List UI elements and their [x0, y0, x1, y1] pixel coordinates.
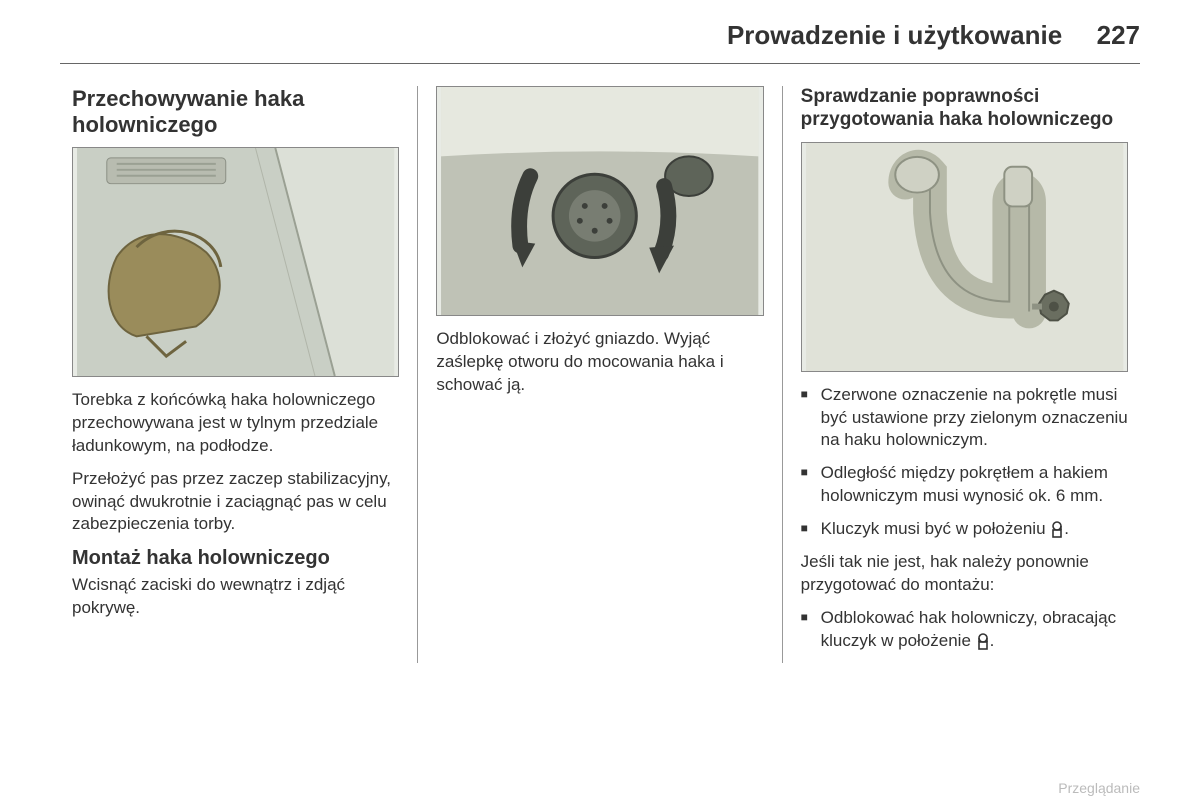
col2-figure	[436, 86, 763, 316]
towbar-check-illustration	[802, 143, 1127, 371]
column-2: Odblokować i złożyć gniazdo. Wyjąć zaśle…	[418, 86, 781, 663]
col3-heading: Sprawdzanie poprawności przygotowania ha…	[801, 86, 1128, 132]
col3-bullet-3: Kluczyk musi być w położeniu .	[801, 518, 1128, 541]
col1-para1: Torebka z końcówką haka holowniczego prz…	[72, 389, 399, 458]
col3-bullet-list-2: Odblokować hak holowniczy, obracając klu…	[801, 607, 1128, 653]
col3-figure	[801, 142, 1128, 372]
col1-para2: Przełożyć pas przez zaczep stabilizacyjn…	[72, 468, 399, 537]
col3-para-after: Jeśli tak nie jest, hak należy ponownie …	[801, 551, 1128, 597]
col1-subheading: Montaż haka holowniczego	[72, 546, 399, 570]
unlock-socket-illustration	[437, 87, 762, 315]
page-header: Prowadzenie i użytkowanie 227	[60, 20, 1140, 64]
col3-bullet-2: Odległość między pokrętłem a hakiem holo…	[801, 462, 1128, 508]
key-unlocked-icon	[1050, 521, 1064, 539]
col3-bullet-1: Czerwone oznaczenie na pokrętle musi być…	[801, 384, 1128, 453]
page: Prowadzenie i użytkowanie 227 Przechowyw…	[0, 0, 1200, 683]
col2-para1: Odblokować i złożyć gniazdo. Wyjąć zaśle…	[436, 328, 763, 397]
footer-label: Przeglądanie	[1058, 780, 1140, 796]
header-title: Prowadzenie i użytkowanie	[727, 20, 1062, 50]
col1-heading: Przechowywanie haka holowniczego	[72, 86, 399, 139]
col3-bullet2-1-text: Odblokować hak holowniczy, obracając klu…	[821, 608, 1116, 650]
col3-bullet-3-text: Kluczyk musi być w położeniu	[821, 519, 1051, 538]
page-number: 227	[1097, 20, 1140, 50]
col3-bullet2-1: Odblokować hak holowniczy, obracając klu…	[801, 607, 1128, 653]
col1-figure	[72, 147, 399, 377]
col3-bullet-3-suffix: .	[1064, 519, 1069, 538]
content-columns: Przechowywanie haka holowniczego Torebk	[60, 86, 1140, 663]
key-locked-icon	[976, 633, 990, 651]
col1-para3: Wcisnąć zaciski do wewnątrz i zdjąć pokr…	[72, 574, 399, 620]
column-1: Przechowywanie haka holowniczego Torebk	[60, 86, 417, 663]
storage-bag-illustration	[73, 148, 398, 376]
col3-bullet2-1-suffix: .	[990, 631, 995, 650]
column-3: Sprawdzanie poprawności przygotowania ha…	[783, 86, 1140, 663]
col3-bullet-list-1: Czerwone oznaczenie na pokrętle musi być…	[801, 384, 1128, 542]
